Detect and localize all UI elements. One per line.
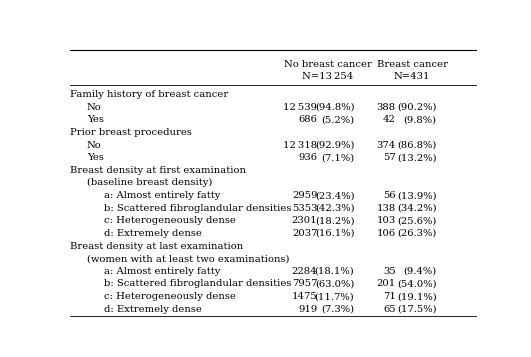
Text: Family history of breast cancer: Family history of breast cancer xyxy=(70,90,228,99)
Text: (9.8%): (9.8%) xyxy=(404,115,437,124)
Text: (19.1%): (19.1%) xyxy=(397,292,437,301)
Text: 2284: 2284 xyxy=(292,267,318,276)
Text: (86.8%): (86.8%) xyxy=(397,141,437,150)
Text: 71: 71 xyxy=(383,292,396,301)
Text: 686: 686 xyxy=(298,115,318,124)
Text: d: Extremely dense: d: Extremely dense xyxy=(104,305,202,314)
Text: (baseline breast density): (baseline breast density) xyxy=(87,178,212,187)
Text: (16.1%): (16.1%) xyxy=(315,229,355,238)
Text: No: No xyxy=(87,141,102,150)
Text: (5.2%): (5.2%) xyxy=(321,115,355,124)
Text: 2301: 2301 xyxy=(292,216,318,225)
Text: 56: 56 xyxy=(383,191,396,200)
Text: (34.2%): (34.2%) xyxy=(397,204,437,213)
Text: b: Scattered fibroglandular densities: b: Scattered fibroglandular densities xyxy=(104,204,292,213)
Text: 12 539: 12 539 xyxy=(284,103,318,112)
Text: 106: 106 xyxy=(376,229,396,238)
Text: 65: 65 xyxy=(383,305,396,314)
Text: 42: 42 xyxy=(383,115,396,124)
Text: (54.0%): (54.0%) xyxy=(397,280,437,288)
Text: a: Almost entirely fatty: a: Almost entirely fatty xyxy=(104,191,220,200)
Text: (11.7%): (11.7%) xyxy=(315,292,355,301)
Text: (13.9%): (13.9%) xyxy=(397,191,437,200)
Text: a: Almost entirely fatty: a: Almost entirely fatty xyxy=(104,267,220,276)
Text: 12 318: 12 318 xyxy=(283,141,318,150)
Text: Yes: Yes xyxy=(87,153,104,162)
Text: c: Heterogeneously dense: c: Heterogeneously dense xyxy=(104,216,236,225)
Text: Breast density at first examination: Breast density at first examination xyxy=(70,166,246,175)
Text: d: Extremely dense: d: Extremely dense xyxy=(104,229,202,238)
Text: 35: 35 xyxy=(383,267,396,276)
Text: 919: 919 xyxy=(298,305,318,314)
Text: (92.9%): (92.9%) xyxy=(315,141,355,150)
Text: (18.2%): (18.2%) xyxy=(315,216,355,225)
Text: 936: 936 xyxy=(298,153,318,162)
Text: No: No xyxy=(87,103,102,112)
Text: 7957: 7957 xyxy=(292,280,318,288)
Text: (17.5%): (17.5%) xyxy=(397,305,437,314)
Text: (18.1%): (18.1%) xyxy=(315,267,355,276)
Text: (25.6%): (25.6%) xyxy=(397,216,437,225)
Text: 138: 138 xyxy=(376,204,396,213)
Text: 201: 201 xyxy=(376,280,396,288)
Text: No breast cancer: No breast cancer xyxy=(284,60,372,69)
Text: 1475: 1475 xyxy=(292,292,318,301)
Text: N=13 254: N=13 254 xyxy=(302,72,353,81)
Text: (90.2%): (90.2%) xyxy=(397,103,437,112)
Text: Breast cancer: Breast cancer xyxy=(376,60,448,69)
Text: Breast density at last examination: Breast density at last examination xyxy=(70,242,243,251)
Text: (42.3%): (42.3%) xyxy=(315,204,355,213)
Text: 2959: 2959 xyxy=(292,191,318,200)
Text: 103: 103 xyxy=(376,216,396,225)
Text: 388: 388 xyxy=(376,103,396,112)
Text: (94.8%): (94.8%) xyxy=(315,103,355,112)
Text: (13.2%): (13.2%) xyxy=(397,153,437,162)
Text: (women with at least two examinations): (women with at least two examinations) xyxy=(87,254,289,263)
Text: (23.4%): (23.4%) xyxy=(315,191,355,200)
Text: 2037: 2037 xyxy=(292,229,318,238)
Text: (63.0%): (63.0%) xyxy=(315,280,355,288)
Text: b: Scattered fibroglandular densities: b: Scattered fibroglandular densities xyxy=(104,280,292,288)
Text: (7.1%): (7.1%) xyxy=(321,153,355,162)
Text: Prior breast procedures: Prior breast procedures xyxy=(70,128,192,137)
Text: Yes: Yes xyxy=(87,115,104,124)
Text: c: Heterogeneously dense: c: Heterogeneously dense xyxy=(104,292,236,301)
Text: 374: 374 xyxy=(376,141,396,150)
Text: (26.3%): (26.3%) xyxy=(397,229,437,238)
Text: 57: 57 xyxy=(383,153,396,162)
Text: N=431: N=431 xyxy=(394,72,430,81)
Text: 5353: 5353 xyxy=(292,204,318,213)
Text: (9.4%): (9.4%) xyxy=(404,267,437,276)
Text: (7.3%): (7.3%) xyxy=(321,305,355,314)
